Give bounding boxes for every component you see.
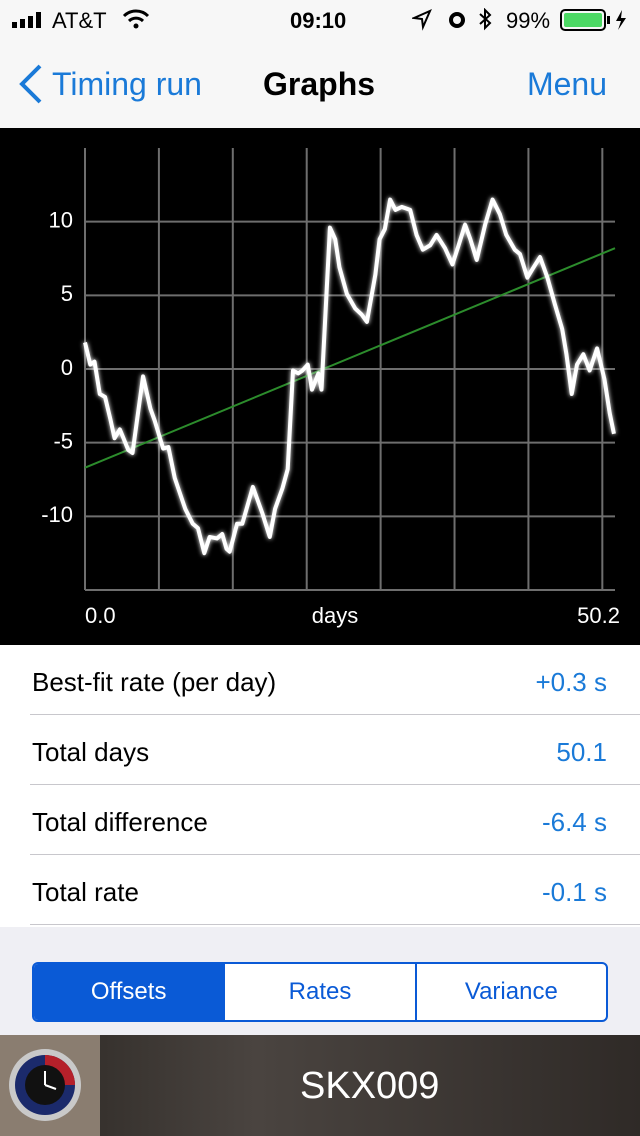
table-row: Total rate -0.1 s [0, 855, 640, 925]
footer: SKX009 [0, 1035, 640, 1136]
status-bar: AT&T 09:10 99% [0, 0, 640, 40]
table-row: Total days 50.1 [0, 715, 640, 785]
y-tick-label: 5 [61, 281, 73, 306]
table-row: Total difference -6.4 s [0, 785, 640, 855]
separator [30, 924, 640, 925]
data-line [83, 197, 616, 556]
separator [30, 784, 640, 785]
separator [30, 854, 640, 855]
y-tick-label: -5 [53, 428, 73, 453]
carrier: AT&T [52, 8, 107, 33]
watch-name: SKX009 [300, 1065, 440, 1107]
segment-button[interactable]: Variance [414, 964, 606, 1020]
wifi-icon [122, 9, 150, 29]
trend-line [84, 247, 616, 469]
back-button[interactable]: Timing run [52, 66, 202, 102]
nav-bar: Timing run Graphs Menu [0, 40, 640, 128]
x-axis-label: days [312, 603, 358, 628]
y-tick-label: -10 [41, 502, 73, 527]
row-value: -6.4 s [541, 807, 607, 837]
row-label: Total difference [32, 807, 208, 837]
row-value: -0.1 s [541, 877, 607, 907]
x-tick-label: 0.0 [85, 603, 116, 628]
menu-button[interactable]: Menu [526, 66, 607, 102]
battery-text: 99% [506, 8, 551, 33]
battery-icon [560, 9, 626, 31]
table-row: Best-fit rate (per day) +0.3 s [0, 645, 640, 715]
y-tick-label: 0 [61, 355, 73, 380]
separator [30, 714, 640, 715]
row-label: Total rate [32, 877, 139, 907]
nav-title: Graphs [263, 66, 376, 102]
stats-table: Best-fit rate (per day) +0.3 s Total days 5… [0, 645, 640, 927]
signal-icon [12, 12, 41, 28]
row-value: 50.1 [556, 737, 607, 767]
row-label: Best-fit rate (per day) [32, 667, 277, 697]
clock: 09:10 [290, 8, 347, 33]
watch-thumbnail[interactable] [0, 1035, 100, 1136]
status-icons [412, 8, 492, 31]
x-tick-label: 50.2 [577, 603, 620, 628]
y-tick-label: 10 [49, 207, 73, 232]
row-label: Total days [32, 737, 150, 767]
segmented-control[interactable]: Offsets Rates Variance [32, 962, 608, 1022]
segment-button[interactable]: Offsets [34, 964, 224, 1020]
chart: 10 5 0 -5 -10 0.0 50.2 days [0, 128, 640, 645]
segment-button[interactable]: Rates [223, 964, 414, 1020]
back-chevron[interactable] [16, 62, 44, 106]
row-value: +0.3 s [535, 667, 607, 697]
